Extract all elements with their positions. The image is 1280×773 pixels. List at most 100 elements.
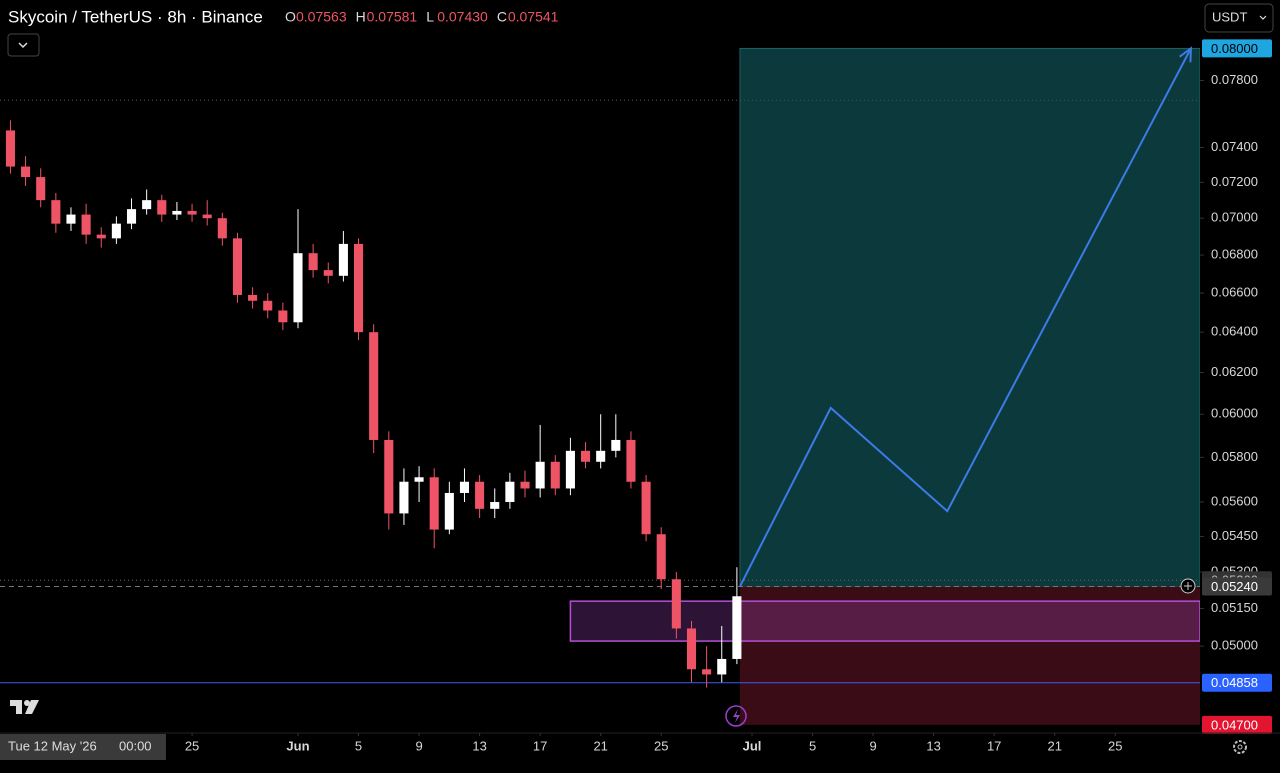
candle-body — [248, 294, 258, 301]
x-tick-label: 5 — [809, 738, 816, 753]
candle-body — [51, 200, 61, 224]
candle-body — [308, 253, 318, 271]
candle-body — [626, 439, 636, 482]
price-label: 0.04858 — [1211, 675, 1258, 690]
y-tick-label: 0.06000 — [1211, 406, 1258, 421]
candle-body — [550, 461, 560, 489]
candle-body — [505, 481, 515, 503]
ohlc-value: 0.07541 — [508, 9, 559, 25]
chevron-icon — [18, 42, 28, 49]
candle-body — [21, 166, 31, 178]
x-tick-label: 25 — [1108, 738, 1122, 753]
alert-icon[interactable] — [725, 705, 747, 727]
x-tick-label: 9 — [415, 738, 422, 753]
lightning — [733, 709, 740, 723]
arrow-head — [1179, 46, 1192, 63]
x-tick-label: Jul — [743, 738, 762, 753]
currency: USDT — [1212, 9, 1247, 24]
ohlc-key: H — [356, 9, 366, 25]
plot-area — [0, 46, 1200, 725]
candle-body — [81, 214, 91, 235]
candle-body — [520, 481, 530, 489]
plus — [1184, 582, 1192, 590]
axes: 0.07800 0.07400 0.07200 0.07000 0.06800 0.066… — [0, 39, 1280, 760]
y-tick-label: 0.06600 — [1211, 284, 1258, 299]
candle-body — [414, 477, 424, 482]
candle-body — [157, 200, 167, 215]
currency-button[interactable] — [1204, 3, 1274, 33]
x-tick-label: 13 — [926, 738, 940, 753]
y-tick-label: 0.05000 — [1211, 638, 1258, 653]
x-tick-label: 5 — [355, 738, 362, 753]
candle-body — [187, 210, 197, 215]
candle-body — [641, 481, 651, 535]
candle-body — [490, 502, 500, 509]
y-tick-label: 0.07200 — [1211, 174, 1258, 189]
projection-arrow — [739, 47, 1192, 587]
candle-body — [475, 481, 485, 509]
x-tick-label: 17 — [987, 738, 1001, 753]
price-label: 0.05240 — [1211, 579, 1258, 594]
candle-body — [686, 628, 697, 670]
header: Skycoin / TetherUS · 8h · Binance O 0.075… — [8, 7, 559, 26]
candle-body — [369, 332, 379, 440]
candle-body — [717, 658, 727, 675]
candle-body — [217, 218, 227, 239]
symbol-title: Skycoin / TetherUS · 8h · Binance — [8, 7, 263, 26]
price-label: 0.04700 — [1211, 717, 1258, 732]
x-tick-label: 21 — [593, 738, 607, 753]
chevron-icon — [1259, 15, 1267, 20]
candle-body — [656, 534, 666, 580]
candle-body — [596, 450, 606, 462]
candle-body — [444, 492, 454, 530]
x-tick-label: 25 — [654, 738, 668, 753]
collapse-button[interactable] — [7, 33, 40, 57]
crosshair-date: Tue 12 May '26 — [8, 738, 97, 753]
ohlc-value: 0.07563 — [296, 9, 347, 25]
candle-body — [111, 223, 121, 239]
x-tick-label: 13 — [472, 738, 486, 753]
ohlc-key: O — [285, 9, 296, 25]
candle-body — [96, 234, 106, 239]
candle-body — [732, 596, 742, 659]
y-tick-label: 0.05600 — [1211, 493, 1258, 508]
x-tick-label: 17 — [533, 738, 547, 753]
candle-body — [36, 177, 46, 201]
candle-body — [459, 481, 470, 493]
candle-body — [565, 450, 575, 489]
candle-body — [429, 477, 439, 530]
candle-body — [142, 200, 152, 210]
y-tick-label: 0.07800 — [1211, 72, 1258, 87]
y-tick-label: 0.06200 — [1211, 364, 1258, 379]
y-tick-label: 0.07000 — [1211, 210, 1258, 225]
candle-body — [232, 238, 242, 295]
candle-body — [5, 130, 15, 167]
price-label-box — [1202, 673, 1272, 692]
loss-zone — [739, 586, 1200, 725]
crosshair-date-box — [0, 734, 166, 760]
x-tick-label: Jun — [286, 738, 309, 753]
candle-body — [535, 461, 545, 489]
candle-body — [202, 214, 212, 219]
candle-body — [263, 300, 273, 311]
settings-hub — [1237, 744, 1243, 750]
candle-body — [702, 669, 712, 675]
price-label-box — [1202, 715, 1272, 734]
candle-body — [399, 481, 409, 514]
candle-body — [384, 439, 394, 514]
candle-body — [353, 243, 364, 333]
price-label-box — [1202, 577, 1272, 596]
profit-zone — [739, 47, 1200, 587]
candle-body — [323, 270, 333, 276]
demand-zone — [569, 600, 1200, 642]
candle-body — [126, 209, 137, 224]
y-tick-label: 0.06400 — [1211, 324, 1258, 339]
price-label: 0.08000 — [1211, 41, 1258, 56]
candle-body — [66, 214, 76, 224]
ohlc-key: C — [497, 9, 507, 25]
x-tick-label: 21 — [1047, 738, 1061, 753]
price-label-box — [1202, 39, 1272, 58]
settings-icon[interactable] — [1233, 740, 1247, 754]
